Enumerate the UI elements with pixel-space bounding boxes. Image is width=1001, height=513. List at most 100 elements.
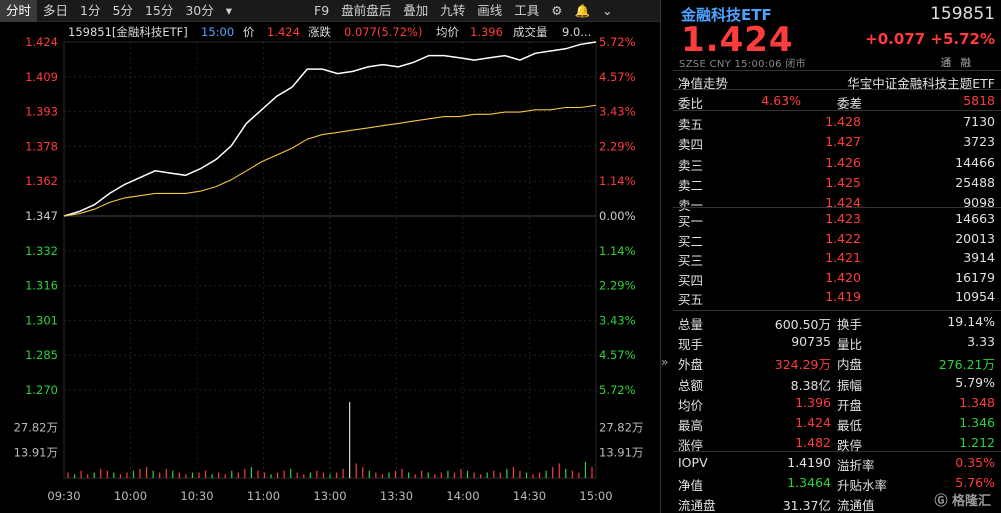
x-tick: 10:30 (180, 489, 213, 503)
nav-trend-row[interactable]: 净值走势 华宝中证金融科技主题ETF (673, 70, 1001, 91)
ask-row[interactable]: 卖一 1.424 9098 (673, 192, 1001, 214)
price-line (63, 41, 597, 217)
pre-post-market-button[interactable]: 盘前盘后 (341, 2, 392, 18)
security-name: 金融科技ETF (681, 6, 772, 24)
f9-button[interactable]: F9 (314, 2, 330, 18)
stat-label: 跌停 (837, 438, 863, 454)
bid-row[interactable]: 买二 1.422 20013 (673, 228, 1001, 249)
tools-button[interactable]: 工具 (514, 2, 540, 18)
tab-1min[interactable]: 1分 (80, 2, 101, 18)
chart-change: 0.077(5.72%) (344, 25, 422, 39)
diff-label: 委差 (837, 96, 863, 111)
stat-label: 流通盘 (678, 498, 716, 513)
level-price: 1.419 (825, 289, 861, 304)
bid-row[interactable]: 买一 1.423 14663 (673, 208, 1001, 229)
level-price: 1.427 (825, 134, 861, 150)
chart-change-label: 涨跌 (308, 25, 331, 39)
level-label: 买五 (678, 292, 704, 307)
level-price: 1.423 (825, 211, 861, 226)
chevron-down-icon[interactable]: ⌄ (602, 2, 613, 18)
ratio-label: 委比 (678, 96, 704, 111)
bid-row[interactable]: 买五 1.419 10954 (673, 286, 1001, 307)
level-label: 买二 (678, 233, 704, 249)
level-volume: 3723 (963, 134, 995, 150)
divider-line (673, 70, 1001, 71)
divider-line (673, 207, 1001, 208)
stat-value: 1.482 (795, 435, 831, 451)
stat-label: 最低 (837, 418, 863, 433)
bid-row[interactable]: 买四 1.420 16179 (673, 267, 1001, 288)
tab-30min[interactable]: 30分 (185, 2, 214, 18)
ask-row[interactable]: 卖三 1.426 14466 (673, 152, 1001, 173)
level-volume: 7130 (963, 114, 995, 129)
stat-label: 总额 (678, 377, 704, 393)
diff-value: 5818 (963, 93, 995, 108)
level-price: 1.422 (825, 230, 861, 246)
chart-time: 15:00 (201, 25, 234, 39)
tab-intraday[interactable]: 分时 (0, 0, 38, 22)
stat-label: 最高 (678, 418, 704, 433)
volume-tick: 27.82万 (14, 420, 58, 434)
etf-stat-row: 流通盘 31.37亿 流通值 (673, 492, 1001, 513)
level-label: 卖二 (678, 177, 704, 193)
x-tick: 14:30 (513, 489, 546, 503)
y-tick-right: 4.57% (599, 70, 636, 84)
level-label: 卖四 (678, 137, 704, 153)
draw-line-button[interactable]: 画线 (477, 2, 503, 18)
stat-label: 开盘 (837, 397, 863, 413)
stat-label: 净值 (678, 478, 704, 493)
x-tick: 13:30 (380, 489, 413, 503)
level-volume: 9098 (963, 195, 995, 211)
stat-value: 1.348 (959, 394, 995, 410)
ratio-value: 4.63% (761, 93, 801, 108)
chart-code-name: 159851[金融科技ETF] (68, 25, 188, 39)
stat-value: 31.37亿 (782, 498, 831, 513)
gear-icon[interactable]: ⚙ (551, 2, 563, 18)
tab-15min[interactable]: 15分 (144, 2, 174, 18)
level-volume: 3914 (963, 250, 995, 265)
nav-trend-label: 净值走势 (678, 76, 729, 91)
stat-value: 1.4190 (787, 455, 831, 470)
ask-row[interactable]: 卖五 1.428 7130 (673, 111, 1001, 132)
price-lines (63, 41, 597, 217)
bid-row[interactable]: 买三 1.421 3914 (673, 247, 1001, 268)
overlay-button[interactable]: 叠加 (403, 2, 429, 18)
tab-5min[interactable]: 5分 (112, 2, 133, 18)
period-dropdown[interactable]: ▾ (225, 2, 233, 18)
level-label: 卖一 (678, 198, 704, 214)
y-tick-left: 1.347 (25, 209, 58, 223)
volume-ticks: 27.82万 13.91万 27.82万 13.91万 (14, 420, 644, 459)
ask-row[interactable]: 卖四 1.427 3723 (673, 131, 1001, 153)
y-tick-right: 1.14% (599, 244, 636, 258)
td-sequential-button[interactable]: 九转 (440, 2, 466, 18)
stat-value: 1.424 (795, 415, 831, 430)
y-tick-right: 5.72% (599, 383, 636, 397)
y-tick-left: 1.378 (25, 139, 58, 153)
bell-icon[interactable]: 🔔 (574, 2, 591, 18)
ask-row[interactable]: 卖二 1.425 25488 (673, 172, 1001, 193)
stat-value: 324.29万 (774, 357, 831, 373)
stat-value: 1.346 (959, 415, 995, 430)
y-tick-left: 1.424 (25, 35, 58, 49)
y-tick-right: 1.14% (599, 174, 636, 188)
market-meta: SZSE CNY 15:00:06 闭市 (679, 59, 806, 70)
intraday-chart[interactable]: 159851[金融科技ETF] 15:00 价 1.424 涨跌 0.077(5… (0, 22, 660, 513)
level-label: 买四 (678, 272, 704, 288)
level-volume: 14663 (955, 211, 995, 226)
etf-stat-row: 净值 1.3464 升贴水率 5.76% (673, 472, 1001, 493)
chart-price-label: 价 (243, 25, 255, 39)
x-tick: 10:00 (114, 489, 147, 503)
stat-value: 0.35% (955, 455, 995, 470)
volume-tick: 13.91万 (14, 446, 58, 460)
divider-line (673, 89, 1001, 90)
tab-multi-day[interactable]: 多日 (43, 2, 69, 18)
stat-label: 升贴水率 (837, 478, 888, 493)
expand-icon[interactable]: » (661, 355, 669, 369)
fund-fullname: 华宝中证金融科技主题ETF (847, 76, 995, 91)
y-tick-right: 3.43% (599, 313, 636, 327)
stat-label: 均价 (678, 397, 704, 413)
stat-label: 振幅 (837, 377, 863, 393)
volume-tick: 13.91万 (599, 446, 643, 460)
stat-value: 600.50万 (774, 317, 831, 332)
level-label: 买三 (678, 253, 704, 268)
